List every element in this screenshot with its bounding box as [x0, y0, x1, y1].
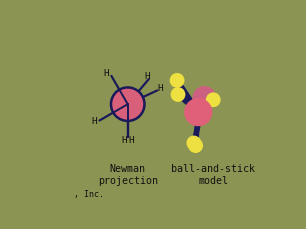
Circle shape [186, 136, 201, 150]
Circle shape [188, 138, 203, 153]
Text: , Inc.: , Inc. [74, 190, 104, 199]
Circle shape [206, 92, 221, 107]
Text: H: H [158, 84, 163, 93]
Text: H: H [92, 117, 97, 126]
Text: ball-and-stick
model: ball-and-stick model [171, 164, 255, 185]
Circle shape [170, 87, 185, 102]
Circle shape [170, 73, 185, 88]
Text: H: H [121, 136, 127, 145]
Circle shape [184, 98, 212, 126]
Text: H: H [144, 71, 150, 81]
Text: H: H [128, 136, 134, 145]
Circle shape [192, 86, 216, 110]
Circle shape [111, 87, 144, 121]
Text: H: H [104, 69, 109, 78]
Text: Newman
projection: Newman projection [98, 164, 158, 185]
